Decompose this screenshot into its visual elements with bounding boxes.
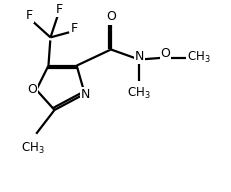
Text: F: F (71, 22, 78, 35)
Text: O: O (27, 83, 37, 96)
Text: O: O (106, 10, 116, 23)
Text: CH$_3$: CH$_3$ (21, 141, 45, 156)
Text: CH$_3$: CH$_3$ (186, 50, 209, 65)
Text: O: O (160, 47, 170, 60)
Text: F: F (26, 9, 33, 22)
Text: N: N (134, 50, 143, 63)
Text: N: N (81, 88, 90, 101)
Text: F: F (55, 3, 62, 16)
Text: CH$_3$: CH$_3$ (127, 86, 150, 101)
